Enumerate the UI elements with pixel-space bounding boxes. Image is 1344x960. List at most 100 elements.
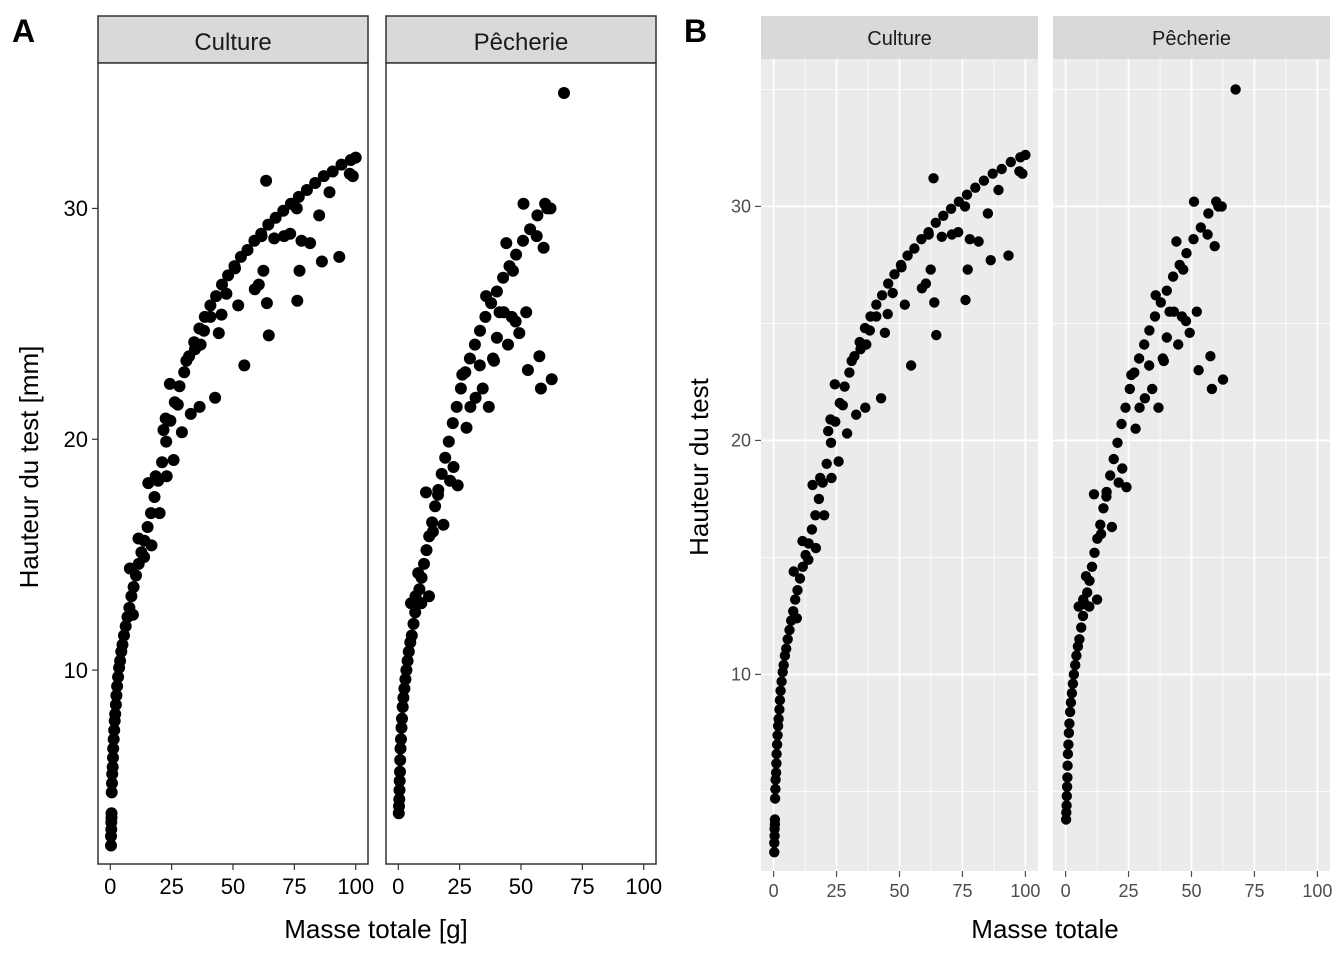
data-point — [996, 163, 1007, 175]
data-point — [960, 294, 971, 306]
plot-area-a-culture — [97, 62, 369, 865]
data-point — [1139, 339, 1150, 350]
data-point — [1091, 594, 1103, 605]
strip-a-pecherie — [385, 15, 657, 64]
x-tick-label: 75 — [282, 874, 306, 899]
data-point — [899, 299, 910, 310]
data-point — [973, 236, 984, 247]
data-point — [204, 299, 217, 312]
data-point — [770, 783, 781, 795]
x-axis-a-culture: 0 25 50 75 100 — [104, 864, 374, 899]
data-point — [163, 377, 176, 390]
data-point — [879, 327, 891, 338]
data-point — [204, 310, 217, 323]
data-point — [402, 645, 415, 658]
data-point — [480, 290, 493, 303]
data-point — [946, 229, 958, 240]
facet-b-culture: Culture 0 25 50 75 100 — [761, 16, 1040, 901]
data-point — [829, 379, 840, 390]
data-point — [108, 724, 121, 737]
data-point — [987, 168, 998, 179]
data-point — [212, 327, 225, 340]
data-point — [173, 380, 186, 393]
data-point — [394, 765, 406, 778]
data-point — [400, 664, 413, 677]
data-point — [396, 701, 409, 713]
data-point — [781, 643, 792, 654]
data-point — [1184, 327, 1195, 338]
data-point — [1067, 678, 1079, 689]
data-point — [909, 243, 920, 254]
points-b-culture — [769, 149, 1031, 858]
data-point — [248, 283, 261, 296]
data-point — [513, 327, 526, 340]
data-point — [111, 680, 124, 693]
data-point — [1086, 561, 1098, 572]
data-point — [1017, 168, 1028, 179]
data-point — [497, 306, 510, 319]
data-point — [292, 190, 305, 203]
data-point — [109, 698, 122, 711]
data-point — [797, 535, 808, 547]
data-point — [407, 617, 420, 630]
data-point — [1178, 264, 1189, 275]
data-point — [825, 414, 836, 425]
data-point — [1144, 325, 1155, 336]
data-point — [810, 542, 822, 554]
data-point — [420, 486, 432, 499]
panel-b: B Hauteur du test Masse totale Culture 0… — [684, 13, 1332, 944]
data-point — [1061, 790, 1073, 802]
data-point — [335, 158, 348, 171]
data-point — [395, 721, 408, 734]
data-point — [393, 774, 406, 787]
data-point — [1191, 306, 1203, 317]
data-point — [393, 793, 406, 806]
data-point — [521, 364, 534, 376]
y-axis-a: 10 20 30 — [64, 196, 98, 683]
data-point — [1134, 402, 1145, 413]
data-point — [127, 581, 140, 593]
data-point — [531, 209, 544, 222]
data-point — [970, 182, 981, 193]
data-point — [1106, 521, 1118, 533]
x-tick-label: 100 — [337, 874, 374, 899]
x-tick-label: 25 — [159, 874, 183, 899]
data-point — [125, 590, 138, 603]
data-point — [1062, 772, 1073, 783]
data-point — [1209, 241, 1220, 252]
strip-b-culture-label: Culture — [867, 28, 931, 50]
data-point — [1150, 290, 1161, 301]
x-tick-label: 0 — [104, 874, 116, 899]
data-point — [902, 250, 913, 261]
panel-b-tag: B — [684, 13, 707, 49]
data-point — [882, 308, 893, 320]
data-point — [1080, 571, 1092, 582]
data-point — [415, 597, 428, 610]
data-point — [841, 428, 853, 439]
data-point — [238, 359, 251, 372]
data-point — [157, 424, 170, 436]
data-point — [794, 573, 806, 584]
data-point — [1217, 374, 1229, 385]
data-point — [1064, 706, 1076, 718]
x-tick-label: 100 — [1302, 881, 1332, 901]
data-point — [782, 634, 793, 645]
data-point — [105, 807, 118, 820]
data-point — [916, 283, 928, 294]
data-point — [435, 467, 448, 480]
data-point — [790, 594, 801, 605]
data-point — [295, 234, 308, 247]
data-point — [160, 435, 173, 448]
data-point — [1167, 271, 1179, 282]
data-point — [460, 421, 473, 434]
data-point — [198, 324, 210, 337]
data-point — [396, 712, 408, 725]
data-point — [468, 338, 481, 351]
data-point — [260, 174, 273, 187]
data-point — [1077, 610, 1089, 622]
data-point — [464, 400, 477, 413]
x-tick-label: 100 — [625, 874, 662, 899]
data-point — [1120, 402, 1131, 413]
strip-b-pecherie — [1053, 16, 1330, 59]
data-point — [290, 202, 303, 215]
